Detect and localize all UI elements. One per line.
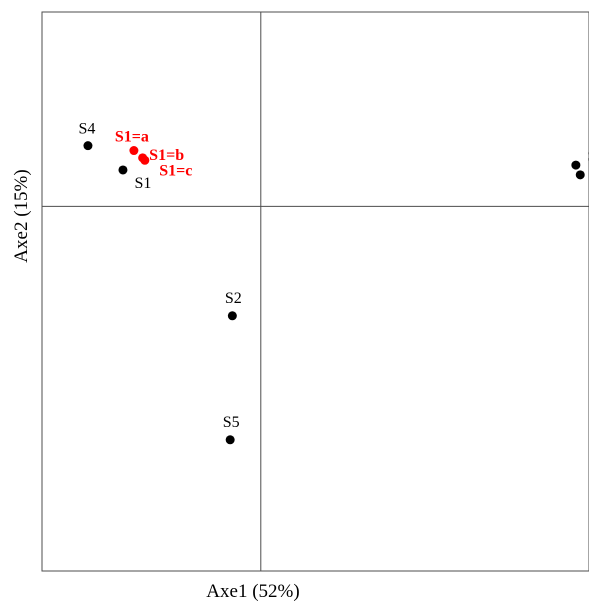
x-axis-label: Axe1 (52%): [206, 581, 299, 601]
point-label-s2: S2: [225, 290, 242, 307]
point-label-s5: S5: [223, 414, 240, 431]
data-point-s9: [575, 170, 585, 180]
point-label-s4: S4: [78, 121, 95, 138]
data-point-s1-a: [129, 146, 139, 156]
point-label-s1-c: S1=c: [159, 162, 192, 179]
point-label-s1: S1: [135, 175, 152, 192]
point-label-s7: S7: [587, 148, 589, 165]
point-label-s1-b: S1=b: [149, 147, 184, 164]
y-axis-label: Axe2 (15%): [11, 169, 32, 262]
plot-frame: [41, 11, 589, 572]
data-point-s5: [225, 435, 235, 445]
data-point-s1-c: [140, 155, 150, 165]
data-point-s2: [227, 311, 237, 321]
data-point-s4: [83, 141, 93, 151]
point-label-s1-a: S1=a: [115, 129, 149, 146]
data-point-s7: [571, 160, 581, 170]
data-point-s1: [118, 165, 128, 175]
